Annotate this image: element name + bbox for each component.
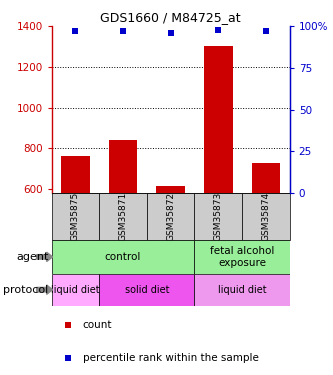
- Point: [66, 355, 71, 361]
- Text: GSM35875: GSM35875: [71, 192, 80, 241]
- Bar: [52, 240, 194, 274]
- Bar: [52, 193, 99, 240]
- Point: [216, 27, 221, 33]
- Title: GDS1660 / M84725_at: GDS1660 / M84725_at: [100, 11, 241, 24]
- Text: percentile rank within the sample: percentile rank within the sample: [83, 352, 258, 363]
- Text: control: control: [105, 252, 141, 262]
- Text: count: count: [83, 320, 112, 330]
- Text: solid diet: solid diet: [125, 285, 169, 295]
- Text: protocol: protocol: [3, 285, 48, 295]
- Bar: [157, 186, 185, 193]
- Text: GSM35871: GSM35871: [119, 192, 128, 241]
- Bar: [194, 274, 290, 306]
- Bar: [252, 163, 280, 193]
- Point: [121, 28, 126, 34]
- Text: GSM35873: GSM35873: [214, 192, 223, 241]
- Bar: [242, 193, 290, 240]
- Bar: [194, 193, 242, 240]
- Bar: [204, 46, 232, 193]
- Text: agent: agent: [16, 252, 48, 262]
- Point: [66, 322, 71, 328]
- Bar: [52, 274, 99, 306]
- Bar: [61, 156, 90, 193]
- Bar: [109, 140, 137, 193]
- Text: liquid diet: liquid diet: [218, 285, 266, 295]
- Bar: [194, 240, 290, 274]
- Bar: [147, 193, 194, 240]
- Text: liquid diet: liquid diet: [51, 285, 100, 295]
- Point: [73, 28, 78, 34]
- Point: [263, 28, 268, 34]
- Bar: [99, 193, 147, 240]
- Bar: [99, 274, 194, 306]
- Text: fetal alcohol
exposure: fetal alcohol exposure: [210, 246, 274, 268]
- Text: GSM35872: GSM35872: [166, 192, 175, 241]
- Text: GSM35874: GSM35874: [261, 192, 270, 241]
- Point: [168, 30, 173, 36]
